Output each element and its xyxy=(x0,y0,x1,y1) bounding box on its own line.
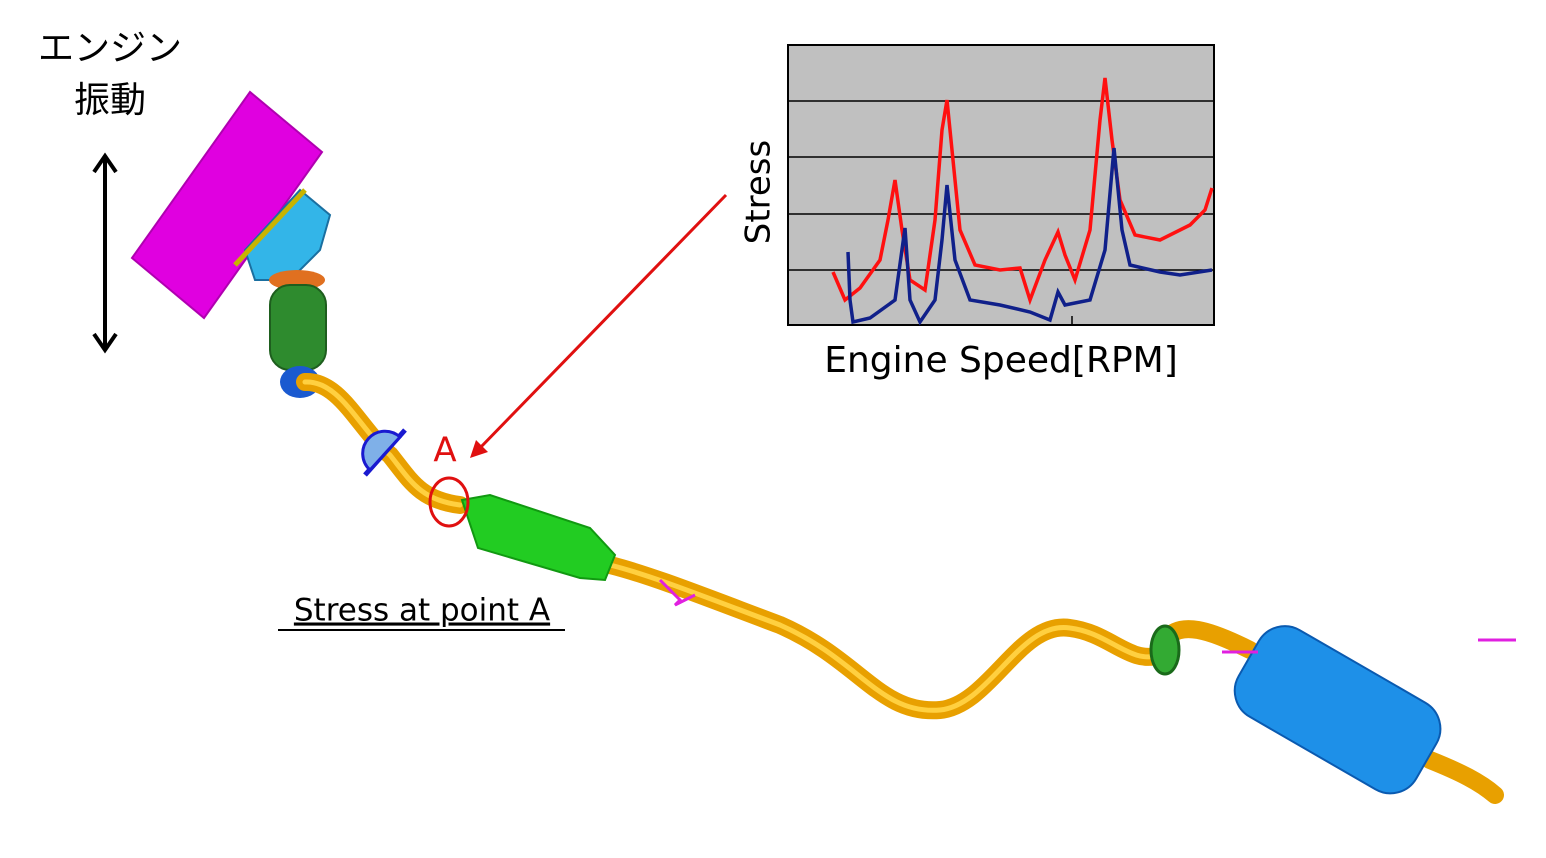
point-label: A xyxy=(433,431,456,471)
converter xyxy=(460,493,617,582)
support xyxy=(361,429,403,473)
muffler xyxy=(1233,625,1442,795)
pipe-highlight xyxy=(302,379,1163,713)
graph-frame xyxy=(787,44,1215,326)
engine-label: エンジン xyxy=(38,28,182,69)
spring xyxy=(658,578,1516,654)
x-axis-label: Engine Speed[RPM] xyxy=(824,340,1178,381)
point-marker xyxy=(428,476,470,528)
stress-curve xyxy=(846,147,1213,326)
gasket xyxy=(233,188,307,267)
catalyst xyxy=(269,284,327,371)
flange xyxy=(1149,624,1181,676)
pointer-head xyxy=(470,440,488,458)
pointer-line xyxy=(476,193,728,452)
engine-label: 振動 xyxy=(74,80,146,121)
y-axis-label: Stress xyxy=(739,140,779,245)
caption: Stress at point A xyxy=(294,593,550,629)
engine-block xyxy=(130,90,324,320)
manifold xyxy=(243,188,332,281)
vibration-arrow xyxy=(92,152,118,354)
